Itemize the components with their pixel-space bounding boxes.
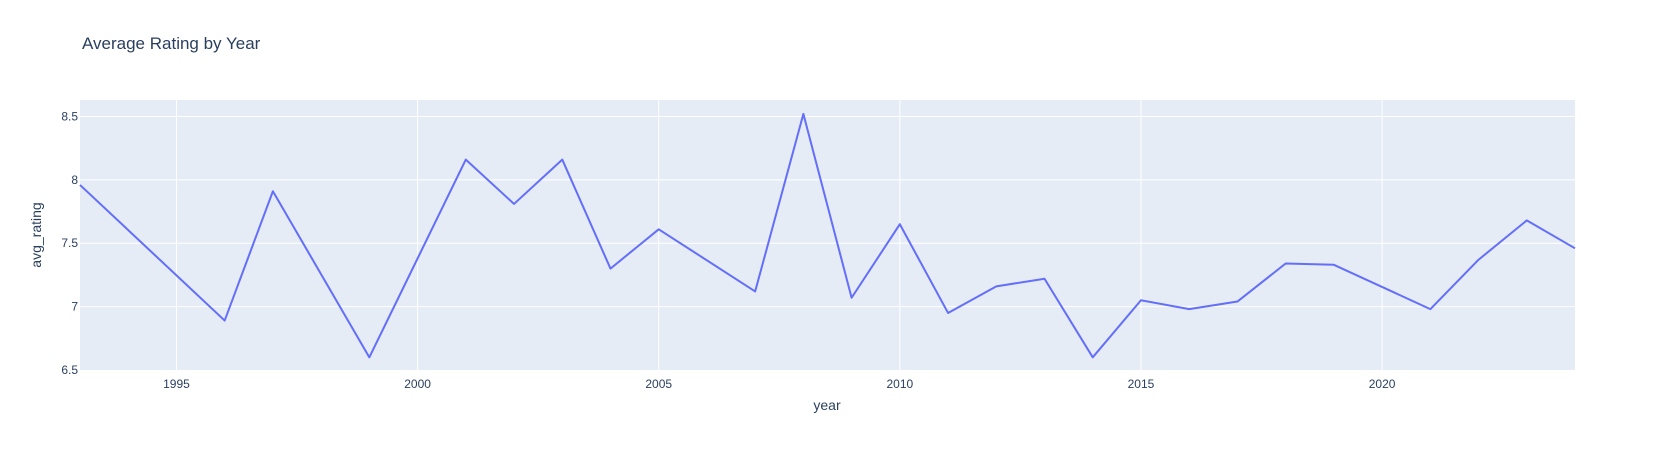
series-line <box>79 112 1576 359</box>
x-tick-label: 2005 <box>645 377 672 391</box>
y-axis-ticks: 6.5 7 7.5 8 8.5 <box>61 109 78 377</box>
plot-area <box>80 100 1575 370</box>
y-tick-label: 7 <box>71 300 78 314</box>
x-tick-label: 2000 <box>404 377 431 391</box>
y-tick-label: 8.5 <box>61 109 78 123</box>
y-tick-label: 7.5 <box>61 236 78 250</box>
y-tick-label: 6.5 <box>61 363 78 377</box>
y-tick-label: 8 <box>71 173 78 187</box>
y-axis-label: avg_rating <box>28 202 44 267</box>
x-tick-label: 2020 <box>1369 377 1396 391</box>
x-axis-label: year <box>813 397 841 413</box>
x-gridlines <box>175 100 1383 370</box>
x-tick-label: 2015 <box>1128 377 1155 391</box>
x-axis-ticks: 1995 2000 2005 2010 2015 2020 <box>163 377 1396 391</box>
chart-title: Average Rating by Year <box>82 34 261 53</box>
x-tick-label: 2010 <box>886 377 913 391</box>
x-tick-label: 1995 <box>163 377 190 391</box>
y-gridlines <box>80 115 1575 308</box>
